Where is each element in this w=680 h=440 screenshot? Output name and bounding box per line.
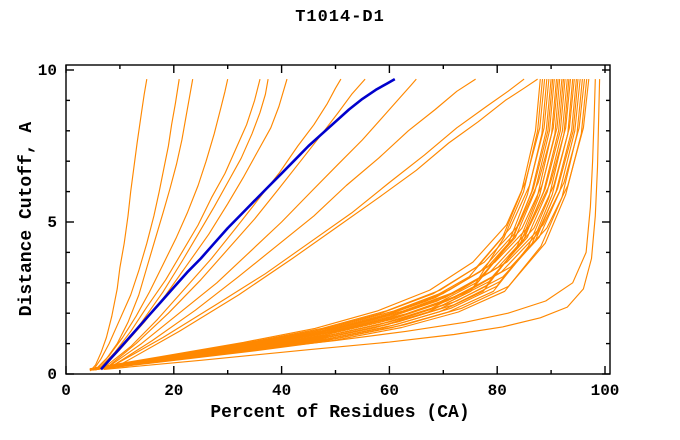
model-curve [92,79,180,371]
model-curve [91,79,572,370]
model-curve [90,79,559,370]
x-tick-label: 100 [591,382,620,400]
x-tick-label: 80 [488,382,507,400]
x-tick-label: 0 [61,382,71,400]
model-curve [92,79,590,370]
model-curve [90,79,550,370]
model-curve [91,79,583,371]
model-curve [89,79,544,371]
model-curve [97,78,261,370]
model-curve [90,79,565,371]
y-tick-label: 0 [47,366,57,384]
model-curve [103,78,342,369]
model-curve [90,79,566,370]
model-curve [119,78,538,366]
y-tick-label: 5 [47,214,57,232]
model-curve [95,78,194,371]
x-tick-label: 20 [164,382,183,400]
model-curve [91,79,575,370]
x-axis-label: Percent of Residues (CA) [210,403,470,423]
model-curve [111,78,476,367]
y-tick-label: 10 [38,62,57,80]
model-curve [91,79,586,370]
model-curve [91,79,581,370]
curves-group [89,77,601,372]
model-curve [91,79,577,371]
model-curve [90,79,548,371]
model-curve [89,79,148,372]
chart-title: T1014-D1 [295,8,385,27]
model-curve [100,78,288,369]
highlighted-model-curve [100,77,396,371]
model-curve [114,78,525,366]
model-curve [89,79,546,370]
model-curve [95,78,229,370]
model-curve [106,78,366,369]
x-tick-label: 40 [272,382,291,400]
x-tick-label: 60 [380,382,399,400]
plot-frame [65,64,611,375]
model-curve [108,78,417,367]
model-curve [103,79,601,370]
model-curve [98,79,596,369]
